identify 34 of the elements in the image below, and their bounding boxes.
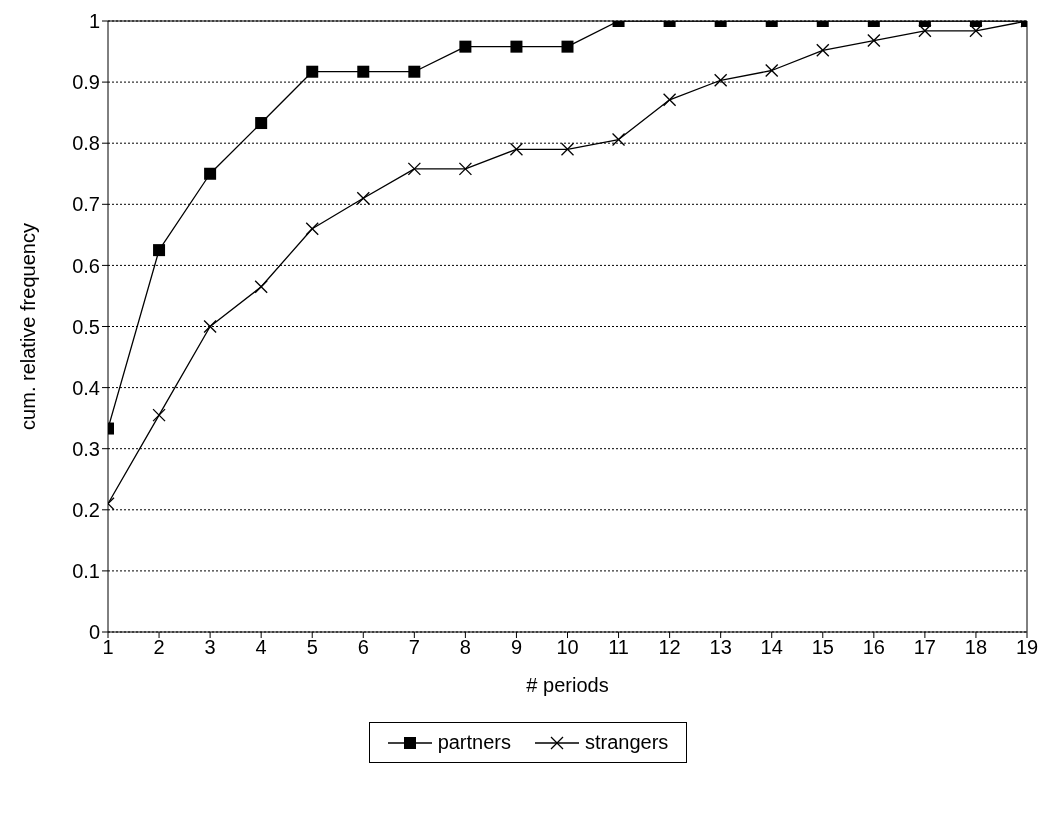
- y-tick-label: 0.7: [72, 193, 100, 216]
- x-tick-label: 7: [408, 636, 420, 659]
- legend-label: partners: [436, 731, 511, 754]
- y-tick-label: 0.4: [72, 376, 100, 399]
- y-tick-label: 0.5: [72, 315, 100, 338]
- y-tick-label: 0: [88, 621, 100, 644]
- x-tick-label: 4: [255, 636, 267, 659]
- y-tick-label: 0.6: [72, 254, 100, 277]
- x-tick-label: 16: [862, 636, 885, 659]
- x-tick-label: 13: [709, 636, 732, 659]
- x-tick-label: 9: [510, 636, 523, 659]
- legend-label: strangers: [584, 731, 669, 754]
- y-axis-title: cum. relative frequency: [17, 223, 40, 430]
- x-tick-label: 6: [357, 636, 369, 659]
- y-tick-label: 0.3: [72, 437, 100, 460]
- x-tick-label: 8: [459, 636, 471, 659]
- x-tick-label: 19: [1015, 636, 1039, 659]
- y-tick-label: 1: [88, 10, 100, 33]
- x-tick-label: 2: [153, 636, 165, 659]
- x-tick-label: 17: [913, 636, 937, 659]
- x-tick-label: 14: [760, 636, 783, 659]
- x-tick-label: 11: [608, 636, 629, 659]
- x-axis-title: # periods: [526, 674, 609, 696]
- y-tick-label: 0.9: [72, 71, 100, 94]
- x-tick-label: 3: [204, 636, 216, 659]
- y-tick-label: 0.1: [72, 560, 100, 582]
- x-tick-label: 1: [102, 636, 114, 659]
- y-tick-label: 0.2: [72, 498, 100, 521]
- x-tick-label: 10: [556, 636, 579, 659]
- x-tick-label: 5: [306, 636, 318, 659]
- x-tick-label: 18: [964, 636, 988, 659]
- x-tick-label: 12: [658, 636, 681, 659]
- x-tick-label: 15: [811, 636, 834, 659]
- y-tick-label: 0.8: [72, 132, 100, 155]
